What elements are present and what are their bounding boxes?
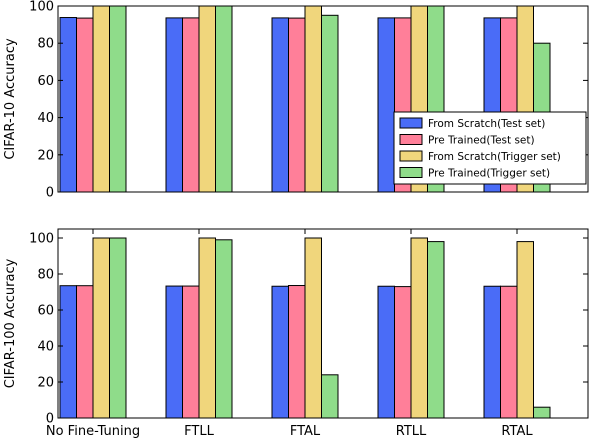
cifar10-legend: From Scratch(Test set) Pre Trained(Test s… [393,111,587,185]
cifar100-bar-rtll-series-3 [410,237,428,419]
cifar100-ytick-label: 40 [37,340,54,355]
cifar10-bar-ftal-series-2 [288,17,306,193]
cifar10-bar-ftll-series-3 [198,5,216,193]
cifar10-legend-label: From Scratch(Test set) [428,118,545,130]
cifar100-axes-frame [57,228,589,419]
cifar100-bar-no-fine-tuning-series-4 [109,237,127,419]
cifar10-legend-label: Pre Trained(Test set) [428,135,535,147]
cifar10-bar-ftal-series-3 [304,5,322,193]
cifar10-bar-no-fine-tuning-series-3 [92,5,110,193]
cifar100-bar-ftal-series-4 [321,374,339,419]
cifar10-bar-ftal-series-4 [321,14,339,193]
cifar100-bar-rtll-series-1 [377,285,395,419]
cifar100-panel: 0 20 40 60 80 100 No Fine-Tuning FTLL FTAL RTLL RT… [3,228,589,438]
cifar10-ytick-label: 60 [37,74,54,89]
cifar10-bar-ftll-series-1 [165,17,183,193]
cifar10-legend-label: Pre Trained(Trigger set) [428,168,550,180]
cifar100-xtick-label: FTLL [184,424,214,438]
cifar100-bar-ftal-series-3 [304,237,322,419]
cifar10-bar-ftal-series-1 [271,17,289,193]
cifar100-bar-ftll-series-4 [215,239,233,419]
cifar10-bar-rtll-series-1 [377,17,395,193]
cifar100-bar-no-fine-tuning-series-1 [59,285,77,419]
cifar10-axes-frame [57,5,589,193]
cifar10-ytick-label: 20 [37,148,54,163]
cifar10-ytick-label: 0 [46,186,54,201]
cifar10-panel: 0 20 40 60 80 100 CIFAR-10 Accuracy From Scratc… [3,0,589,201]
cifar100-xtick-label: RTLL [396,424,427,438]
cifar100-ytick-label: 100 [29,232,54,247]
cifar100-ylabel: CIFAR-100 Accuracy [3,258,18,388]
cifar100-ytick-label: 80 [37,268,54,283]
cifar100-bar-ftll-series-1 [165,285,183,419]
cifar100-bar-ftal-series-1 [271,285,289,419]
cifar100-bar-rtal-series-2 [500,285,518,419]
cifar100-xtick-label: FTAL [290,424,321,438]
cifar10-legend-swatch [399,134,423,145]
cifar100-bar-rtal-series-4 [533,406,551,419]
cifar10-ytick-label: 100 [29,0,54,15]
cifar10-legend-label: From Scratch(Trigger set) [428,151,561,163]
cifar10-bar-no-fine-tuning-series-4 [109,5,127,193]
cifar100-xtick-label: RTAL [501,424,533,438]
cifar100-bar-no-fine-tuning-series-3 [92,237,110,419]
cifar100-bar-ftll-series-3 [198,237,216,419]
cifar100-ytick-label: 0 [46,412,54,427]
cifar10-ytick-label: 80 [37,37,54,52]
cifar10-legend-box [393,111,587,185]
cifar100-xtick-label: No Fine-Tuning [46,424,140,438]
cifar100-bar-rtll-series-2 [394,286,412,419]
cifar100-bar-ftll-series-2 [182,285,200,419]
cifar10-legend-swatch [399,167,423,178]
cifar10-ylabel: CIFAR-10 Accuracy [3,38,18,160]
cifar10-bar-ftll-series-4 [215,5,233,193]
cifar100-bar-rtal-series-3 [516,241,534,419]
cifar10-bar-no-fine-tuning-series-1 [59,17,77,193]
cifar100-bar-rtal-series-1 [483,285,501,419]
cifar100-ytick-label: 20 [37,376,54,391]
cifar100-bar-rtll-series-4 [427,241,445,419]
cifar10-bar-ftll-series-2 [182,17,200,193]
cifar10-legend-swatch [399,117,423,129]
cifar10-ytick-label: 40 [37,111,54,126]
cifar100-bar-ftal-series-2 [288,285,306,419]
cifar100-bar-no-fine-tuning-series-2 [76,285,94,419]
cifar10-bar-no-fine-tuning-series-2 [76,17,94,193]
cifar100-ytick-label: 60 [37,304,54,319]
cifar10-legend-swatch [399,150,423,162]
